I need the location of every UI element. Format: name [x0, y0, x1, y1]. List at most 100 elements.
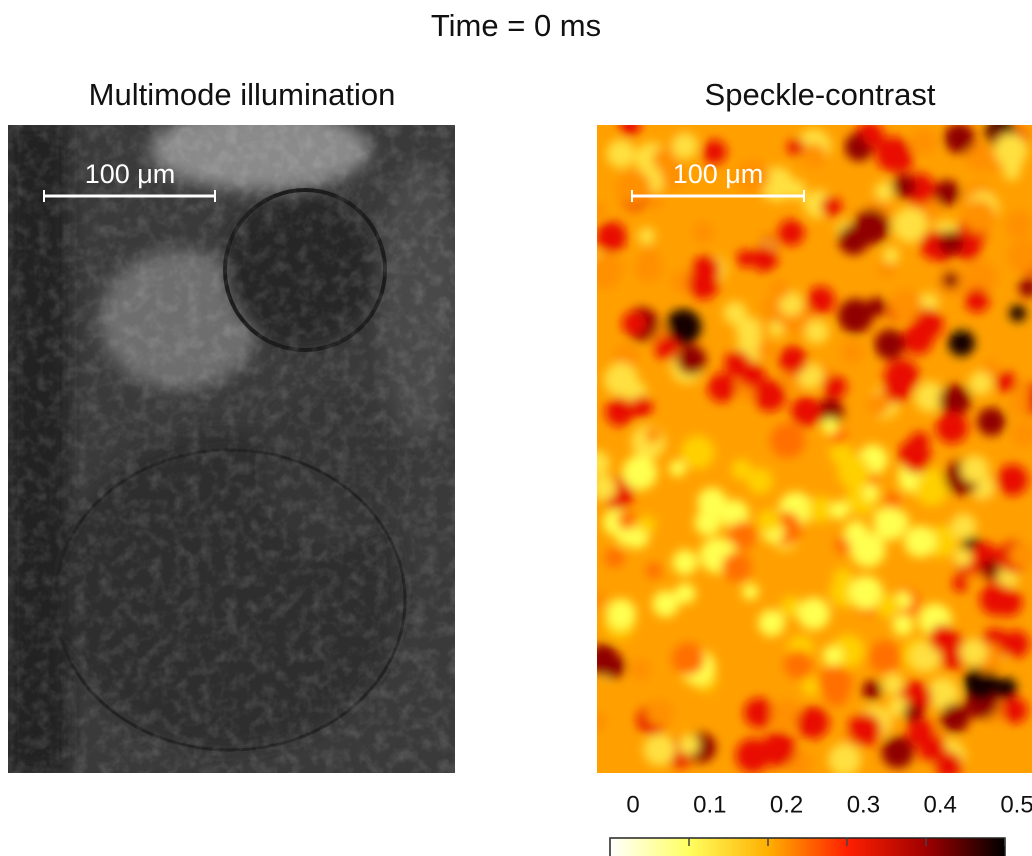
speckle	[904, 526, 936, 558]
speckle	[620, 116, 641, 137]
speckle	[707, 373, 737, 403]
speckle	[882, 673, 904, 695]
speckle	[910, 128, 937, 155]
speckle	[808, 496, 834, 522]
speckle	[890, 289, 922, 321]
speckle	[672, 550, 697, 575]
speckle	[744, 698, 774, 728]
figure-title: Time = 0 ms	[431, 8, 601, 43]
speckle	[838, 298, 873, 333]
speckle	[994, 133, 1027, 166]
speckle	[997, 464, 1029, 496]
speckle	[638, 516, 656, 534]
colorbar-tick-label: 0.1	[693, 791, 726, 818]
speckle	[892, 614, 913, 635]
speckle	[838, 224, 869, 255]
speckle	[676, 345, 706, 375]
speckle	[638, 228, 655, 245]
colorbar-tick-label: 0.5	[1000, 791, 1032, 818]
speckle	[833, 568, 853, 588]
speckle	[938, 230, 963, 255]
scale-bar-label: 100 μm	[673, 159, 764, 189]
speckle	[977, 407, 1006, 436]
speckle	[778, 345, 807, 374]
speckle	[807, 286, 835, 314]
speckle	[840, 340, 864, 364]
scale-bar-label: 100 μm	[85, 159, 176, 189]
speckle	[778, 219, 804, 245]
speckle	[802, 678, 820, 696]
panel-title: Speckle-contrast	[705, 77, 936, 112]
speckle	[883, 247, 900, 264]
speckle	[848, 713, 882, 747]
panel-title: Multimode illumination	[89, 77, 396, 112]
speckle	[646, 562, 663, 579]
speckle	[818, 666, 852, 700]
speckle	[629, 658, 651, 680]
speckle	[940, 703, 970, 733]
speckle	[604, 363, 638, 397]
speckle	[892, 174, 916, 198]
speckle	[589, 202, 605, 218]
speckle	[747, 468, 773, 494]
speckle	[995, 372, 1016, 393]
colorbar-tick-label: 0.4	[924, 791, 957, 818]
speckle	[769, 279, 789, 299]
speckle	[1009, 396, 1029, 416]
speckle	[607, 139, 636, 168]
speckle	[644, 734, 676, 766]
speckle	[761, 732, 796, 767]
speckle	[618, 511, 637, 530]
speckle	[915, 473, 948, 506]
speckle	[823, 375, 847, 399]
speckle	[1009, 305, 1026, 322]
colorbar-tick-label: 0.2	[770, 791, 803, 818]
speckle	[884, 359, 919, 394]
speckle	[863, 125, 884, 146]
speckle	[866, 393, 890, 417]
speckle	[874, 508, 898, 532]
speckle	[953, 548, 972, 567]
speckle	[588, 254, 624, 290]
speckle	[757, 510, 780, 533]
speckle	[692, 221, 715, 244]
speckle	[874, 329, 905, 360]
speckle	[929, 624, 957, 652]
speckle	[939, 384, 971, 416]
speckle	[898, 440, 928, 470]
speckle	[605, 398, 634, 427]
speckle	[983, 359, 1000, 376]
speckle	[965, 288, 990, 313]
speckle	[587, 712, 607, 732]
speckle	[605, 548, 625, 568]
speckle	[1001, 697, 1027, 723]
grayscale-image	[8, 110, 460, 773]
speckle	[631, 396, 653, 418]
speckle	[875, 181, 895, 201]
speckle-contrast-image	[584, 116, 1032, 780]
speckle	[948, 330, 975, 357]
speckle	[672, 133, 698, 159]
speckle	[724, 350, 750, 376]
speckle	[934, 180, 960, 206]
speckle	[862, 680, 882, 700]
speckle	[617, 527, 636, 546]
speckle	[770, 423, 806, 459]
speckle	[784, 650, 813, 679]
speckle	[688, 269, 719, 300]
speckle	[606, 599, 636, 629]
speckle	[681, 436, 714, 469]
colorbar: 00.10.20.30.40.5	[610, 791, 1032, 856]
speckle	[669, 460, 685, 476]
speckle	[587, 590, 607, 610]
speckle	[803, 195, 821, 213]
colorbar-tick-label: 0.3	[847, 791, 880, 818]
speckle	[882, 736, 914, 768]
speckle	[884, 492, 901, 509]
speckle	[679, 734, 700, 755]
speckle	[863, 484, 879, 500]
speckle	[869, 640, 902, 673]
speckle	[935, 751, 963, 779]
speckle	[830, 501, 849, 520]
speckle	[758, 610, 785, 637]
